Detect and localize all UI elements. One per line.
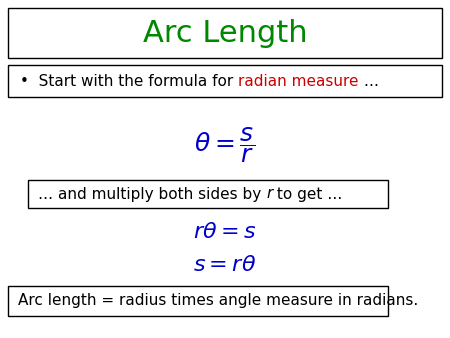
Text: r: r: [266, 187, 272, 201]
Text: Arc length = radius times angle measure in radians.: Arc length = radius times angle measure …: [18, 293, 418, 309]
Text: …: …: [359, 73, 378, 89]
Text: $\theta = \dfrac{s}{r}$: $\theta = \dfrac{s}{r}$: [194, 125, 256, 165]
Bar: [8, 65, 442, 97]
Bar: [28, 180, 388, 208]
Bar: [8, 8, 442, 58]
Text: •  Start with the formula for: • Start with the formula for: [20, 73, 238, 89]
Text: Arc Length: Arc Length: [143, 19, 307, 48]
Text: $s = r\theta$: $s = r\theta$: [194, 255, 256, 275]
Text: to get …: to get …: [272, 187, 343, 201]
Bar: [8, 286, 388, 316]
Text: $r\theta = s$: $r\theta = s$: [194, 222, 256, 242]
Text: radian measure: radian measure: [238, 73, 359, 89]
Text: … and multiply both sides by: … and multiply both sides by: [38, 187, 266, 201]
